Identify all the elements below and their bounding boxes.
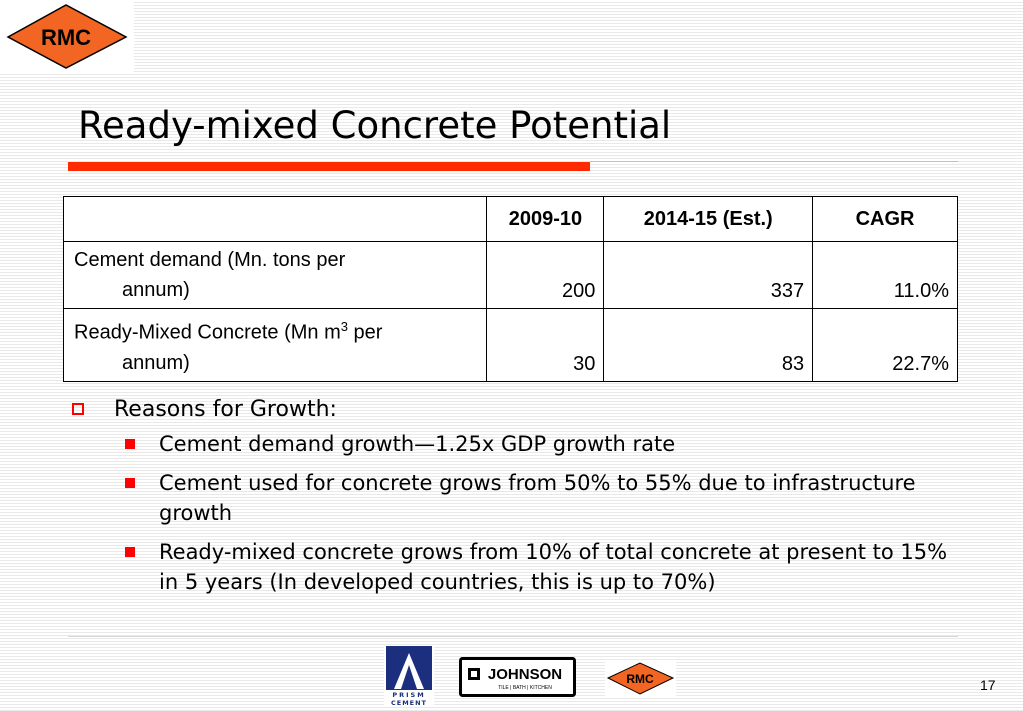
row-label-line1-suffix: per bbox=[347, 321, 383, 344]
filled-square-bullet-icon bbox=[125, 547, 135, 557]
rmc-logo: RMC bbox=[0, 0, 134, 72]
row-label-line2: annum) bbox=[122, 351, 190, 374]
rmc-footer-logo: RMC bbox=[605, 661, 676, 696]
table-header-2009-10: 2009-10 bbox=[486, 196, 605, 242]
superscript-3: 3 bbox=[340, 319, 348, 334]
reasons-heading: Reasons for Growth: bbox=[114, 397, 337, 422]
table-header-row: 2009-10 2014-15 (Est.) CAGR bbox=[62, 196, 958, 242]
filled-square-bullet-icon bbox=[125, 478, 135, 488]
johnson-logo-subtext: TILE | BATH | KITCHEN bbox=[498, 685, 552, 691]
cell-2014-15: 83 bbox=[603, 308, 814, 382]
johnson-logo: JOHNSON TILE | BATH | KITCHEN bbox=[459, 657, 576, 697]
row-label-ready-mixed-concrete: Ready-Mixed Concrete (Mn m3 per annum) bbox=[62, 308, 488, 382]
reasons-list: Reasons for Growth: Cement demand growth… bbox=[72, 395, 952, 606]
rmc-logo-graphic: RMC bbox=[6, 4, 128, 69]
cell-2014-15: 337 bbox=[603, 241, 814, 309]
title-underline-extension bbox=[590, 161, 958, 162]
prism-cement-logo: PRISM CEMENT bbox=[384, 645, 434, 707]
list-heading: Reasons for Growth: bbox=[72, 395, 952, 425]
prism-logo-text: PRISM bbox=[392, 691, 425, 699]
title-underline bbox=[68, 162, 590, 171]
cell-cagr: 11.0% bbox=[812, 241, 958, 309]
prism-logo-subtext: CEMENT bbox=[391, 699, 427, 707]
footer-divider bbox=[68, 636, 958, 637]
cell-2009-10: 30 bbox=[486, 308, 605, 382]
list-item-text: Cement used for concrete grows from 50% … bbox=[159, 471, 916, 525]
rmc-potential-table: 2009-10 2014-15 (Est.) CAGR Cement deman… bbox=[62, 196, 958, 382]
table-header-empty bbox=[62, 196, 488, 242]
table-header-2014-15: 2014-15 (Est.) bbox=[603, 196, 814, 242]
rmc-footer-logo-text: RMC bbox=[626, 672, 654, 686]
row-label-line2: annum) bbox=[122, 279, 190, 301]
list-item: Cement used for concrete grows from 50% … bbox=[72, 468, 952, 528]
page-title: Ready-mixed Concrete Potential bbox=[78, 104, 672, 147]
filled-square-bullet-icon bbox=[125, 439, 135, 449]
hollow-square-bullet-icon bbox=[72, 403, 84, 415]
list-item: Ready-mixed concrete grows from 10% of t… bbox=[72, 537, 952, 597]
list-item-text: Cement demand growth—1.25x GDP growth ra… bbox=[159, 432, 676, 456]
rmc-logo-text: RMC bbox=[41, 25, 91, 50]
table-row: Cement demand (Mn. tons per annum) 200 3… bbox=[62, 241, 958, 309]
table-header-cagr: CAGR bbox=[812, 196, 958, 242]
johnson-logo-text: JOHNSON bbox=[488, 666, 562, 683]
row-label-line1-text: Ready-Mixed Concrete (Mn m bbox=[74, 321, 341, 344]
list-item: Cement demand growth—1.25x GDP growth ra… bbox=[72, 429, 952, 459]
row-label-line1: Ready-Mixed Concrete (Mn m3 per bbox=[74, 312, 478, 348]
list-item-text: Ready-mixed concrete grows from 10% of t… bbox=[159, 540, 948, 594]
row-label-line1: Cement demand (Mn. tons per bbox=[74, 249, 346, 271]
cell-2009-10: 200 bbox=[486, 241, 605, 309]
cell-cagr: 22.7% bbox=[812, 308, 958, 382]
table-row: Ready-Mixed Concrete (Mn m3 per annum) 3… bbox=[62, 308, 958, 382]
row-label-cement-demand: Cement demand (Mn. tons per annum) bbox=[62, 241, 488, 309]
page-number: 17 bbox=[980, 677, 996, 693]
